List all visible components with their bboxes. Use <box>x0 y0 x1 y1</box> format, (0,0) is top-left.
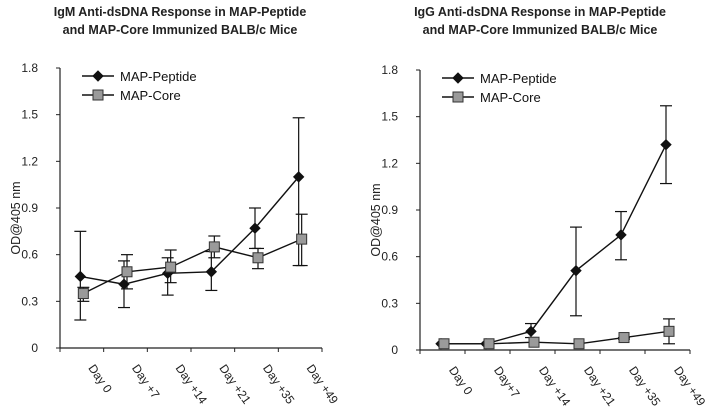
data-point-square <box>121 266 133 278</box>
data-point-diamond <box>249 222 261 234</box>
legend-label: MAP-Peptide <box>480 71 557 86</box>
data-point-diamond <box>74 270 87 283</box>
data-point-square <box>618 332 630 344</box>
series-line-map-peptide <box>441 144 667 345</box>
y-tick-label: 0.6 <box>21 248 38 262</box>
series-line-map-peptide <box>80 176 300 285</box>
data-point-diamond <box>660 138 672 151</box>
igg-chart-panel: IgG Anti-dsDNA Response in MAP-Peptide a… <box>360 0 720 413</box>
y-tick-label: 0.3 <box>381 296 398 310</box>
data-point-square <box>483 338 495 350</box>
legend-marker-square <box>92 89 104 101</box>
y-tick-label: 0 <box>31 341 38 355</box>
legend-label: MAP-Core <box>120 88 181 103</box>
x-tick-label: Day+7 <box>491 364 523 401</box>
chart-title: IgG Anti-dsDNA Response in MAP-Peptide a… <box>360 3 720 39</box>
data-point-diamond <box>570 264 582 277</box>
y-tick-label: 1.8 <box>21 61 38 75</box>
data-point-square <box>528 336 540 348</box>
series-line-map-core <box>83 238 302 295</box>
chart-title-line-2: and MAP-Core Immunized BALB/c Mice <box>422 23 658 37</box>
x-tick-label: Day +14 <box>173 362 210 407</box>
igm-chart-panel: IgM Anti-dsDNA Response in MAP-Peptide a… <box>0 3 360 407</box>
data-point-square <box>573 338 585 350</box>
x-tick-label: Day +21 <box>216 362 253 407</box>
legend-marker-diamond <box>452 72 464 84</box>
x-tick-label: Day +35 <box>260 362 297 407</box>
y-tick-label: 0.3 <box>21 294 38 308</box>
x-tick-label: Day +14 <box>536 364 573 409</box>
data-point-diamond <box>525 325 537 338</box>
y-axis-label: OD@405 nm <box>369 183 383 256</box>
chart-title-line-2: and MAP-Core Immunized BALB/c Mice <box>62 23 298 37</box>
y-tick-label: 0.6 <box>381 250 398 264</box>
x-tick-label: Day 0 <box>446 364 476 398</box>
y-tick-label: 1.8 <box>381 63 398 77</box>
data-point-square <box>77 288 89 300</box>
y-tick-label: 1.2 <box>381 156 398 170</box>
data-point-square <box>208 241 220 253</box>
x-tick-label: Day +21 <box>581 364 618 409</box>
y-tick-label: 0.9 <box>381 203 398 217</box>
data-point-square <box>296 233 308 245</box>
x-tick-label: Day +49 <box>304 362 341 407</box>
y-tick-label: 1.5 <box>21 108 38 122</box>
legend-label: MAP-Peptide <box>120 69 197 84</box>
legend-marker-diamond <box>92 70 104 82</box>
legend-marker-square <box>452 91 464 103</box>
y-tick-label: 0.9 <box>21 201 38 215</box>
x-tick-label: Day +49 <box>671 364 708 409</box>
data-point-square <box>165 261 177 273</box>
y-tick-label: 1.2 <box>21 154 38 168</box>
y-axis-label: OD@405 nm <box>9 181 23 254</box>
x-tick-label: Day 0 <box>85 362 115 396</box>
chart-title: IgM Anti-dsDNA Response in MAP-Peptide a… <box>0 3 360 39</box>
data-point-square <box>663 325 675 337</box>
y-tick-label: 0 <box>391 343 398 357</box>
x-tick-label: Day +35 <box>626 364 663 409</box>
chart-title-line-1: IgG Anti-dsDNA Response in MAP-Peptide <box>414 5 666 19</box>
data-point-diamond <box>615 229 627 241</box>
data-point-diamond <box>205 266 218 278</box>
data-point-square <box>438 338 450 350</box>
x-tick-label: Day +7 <box>129 362 163 402</box>
legend-label: MAP-Core <box>480 90 541 105</box>
y-tick-label: 1.5 <box>381 110 398 124</box>
chart-title-line-1: IgM Anti-dsDNA Response in MAP-Peptide <box>53 5 307 19</box>
data-point-diamond <box>292 171 305 183</box>
data-point-square <box>252 252 264 264</box>
series-line-map-core <box>444 330 670 345</box>
